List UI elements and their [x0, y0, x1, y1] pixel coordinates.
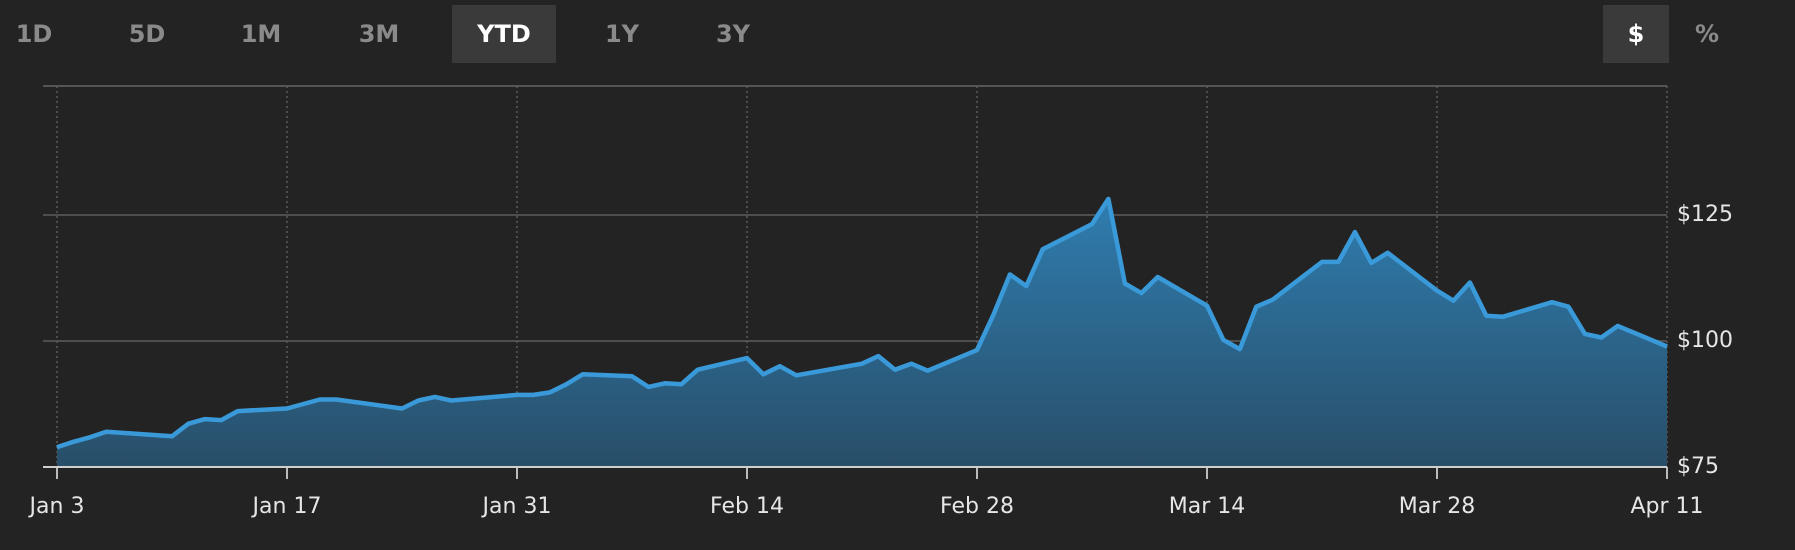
toggle-button[interactable]: $	[1603, 5, 1669, 63]
x-tick-label: Apr 11	[1630, 494, 1703, 519]
toggle-button[interactable]: 1M	[240, 20, 282, 48]
toggle-button[interactable]: YTD	[452, 5, 556, 63]
toggle-button[interactable]: 5D	[128, 20, 166, 48]
x-tick-label: Feb 14	[710, 494, 784, 519]
toggle-button[interactable]: %	[1694, 20, 1720, 48]
price-line	[56, 196, 1668, 450]
toggle-button[interactable]: 3Y	[715, 20, 751, 48]
y-tick-label: $125	[1677, 202, 1733, 227]
y-tick-label: $75	[1677, 454, 1719, 479]
x-tick-label: Jan 3	[28, 494, 85, 519]
x-tick-label: Jan 17	[251, 494, 322, 519]
x-tick-label: Feb 28	[940, 494, 1014, 519]
x-tick-label: Mar 28	[1399, 494, 1476, 519]
y-tick-label: $100	[1677, 328, 1733, 353]
toggle-button[interactable]: 3M	[358, 20, 400, 48]
toggle-button[interactable]: 1Y	[604, 20, 640, 48]
area-fill	[57, 198, 1667, 467]
toggle-button[interactable]: 1D	[15, 20, 53, 48]
x-tick-label: Mar 14	[1169, 494, 1246, 519]
x-tick-label: Jan 31	[481, 494, 552, 519]
